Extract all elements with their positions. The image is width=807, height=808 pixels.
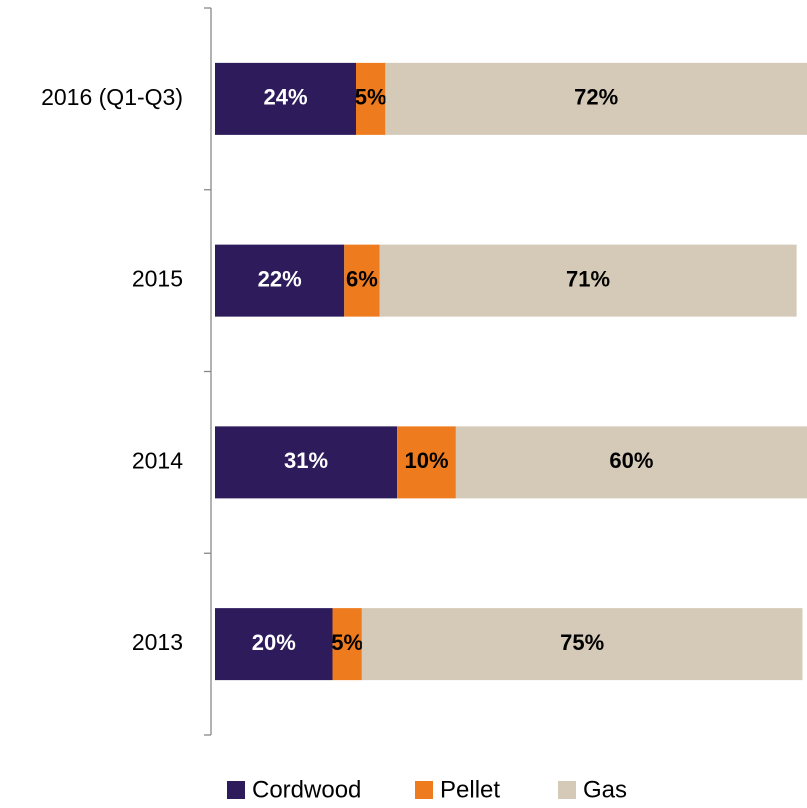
bar-segment	[455, 426, 807, 499]
bar-segment	[397, 426, 456, 499]
bar-segment	[215, 426, 398, 499]
data-label: 20%	[252, 630, 296, 655]
data-label: 10%	[404, 448, 448, 473]
bar-segment	[215, 62, 356, 135]
bar-segment	[356, 62, 386, 135]
legend-label: Gas	[583, 776, 627, 803]
category-label: 2015	[132, 266, 183, 292]
category-label: 2014	[132, 447, 183, 473]
data-label: 60%	[609, 448, 653, 473]
data-label: 6%	[346, 266, 378, 291]
bar-segment	[361, 608, 803, 681]
bar-segment	[215, 608, 333, 681]
bar-segment	[332, 608, 362, 681]
data-label: 71%	[566, 266, 610, 291]
category-label: 2016 (Q1-Q3)	[41, 84, 183, 110]
data-label: 72%	[574, 85, 618, 110]
legend-label: Pellet	[440, 776, 500, 803]
data-label: 5%	[331, 630, 363, 655]
legend-swatch	[558, 781, 576, 799]
data-label: 22%	[258, 266, 302, 291]
data-label: 24%	[263, 85, 307, 110]
legend-swatch	[227, 781, 245, 799]
legend-label: Cordwood	[252, 776, 361, 803]
bar-segment	[379, 244, 797, 317]
bar-segment	[385, 62, 807, 135]
bar-segment	[215, 244, 345, 317]
bar-segment	[344, 244, 380, 317]
data-label: 31%	[284, 448, 328, 473]
data-label: 75%	[560, 630, 604, 655]
category-label: 2013	[132, 629, 183, 655]
legend-swatch	[415, 781, 433, 799]
data-label: 5%	[355, 85, 387, 110]
